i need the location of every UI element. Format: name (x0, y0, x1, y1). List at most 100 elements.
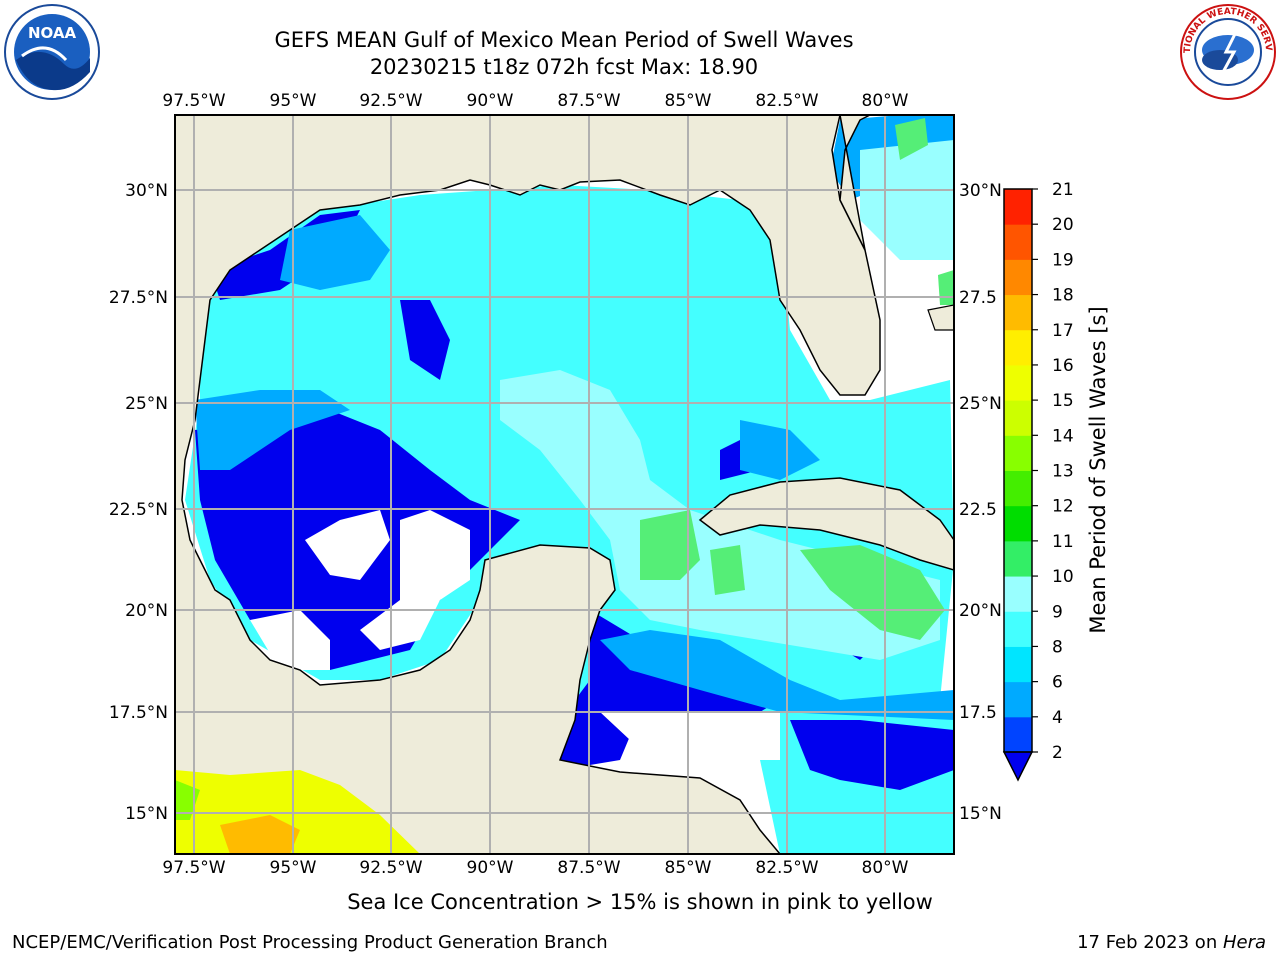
colorbar-tick-label: 15 (1052, 391, 1074, 411)
footer-machine: Hera (1222, 932, 1266, 953)
colorbar-label: Mean Period of Swell Waves [s] (1086, 306, 1110, 634)
colorbar-segment (1004, 259, 1032, 296)
map-gridlines (175, 115, 954, 854)
colorbar-segment (1004, 505, 1032, 542)
colorbar-tick-label: 4 (1052, 708, 1063, 728)
chart-subtitle: 20230215 t18z 072h fcst Max: 18.90 (369, 55, 759, 79)
lat-label-right: 30°N (959, 181, 1002, 201)
lon-label-bottom: 92.5°W (359, 858, 422, 878)
no-data-pocket-2 (360, 510, 470, 650)
swell-region-dark-3 (790, 720, 954, 790)
lon-label-bottom: 82.5°W (755, 858, 818, 878)
colorbar-tick-label: 19 (1052, 250, 1074, 270)
colorbar-tick-label: 12 (1052, 497, 1074, 517)
colorbar-tick-label: 20 (1052, 215, 1074, 235)
lat-label-left: 22.5°N (109, 500, 168, 520)
swell-region-green-3 (800, 545, 945, 640)
colorbar: 2 4 6 8 9 10 11 12 13 14 15 16 17 18 19 20 21 (1002, 180, 1074, 782)
swell-region-dark-5 (400, 300, 450, 380)
lat-label-left: 25°N (125, 394, 168, 414)
swell-region-blue-3 (195, 390, 350, 470)
colorbar-segment (1004, 716, 1032, 753)
lon-label-top: 80°W (862, 91, 909, 111)
lon-label-top: 90°W (467, 91, 514, 111)
colorbar-segment (1004, 681, 1032, 718)
lat-label-left: 15°N (125, 804, 168, 824)
colorbar-segment (1004, 329, 1032, 366)
swell-region-green-1 (640, 510, 700, 580)
lat-labels-left: 30°N 27.5°N 25°N 22.5°N 20°N 17.5°N 15°N (109, 181, 168, 824)
colorbar-extend-triangle (1002, 751, 1034, 782)
lon-label-bottom: 87.5°W (557, 858, 620, 878)
lon-label-bottom: 90°W (467, 858, 514, 878)
lat-label-right: 17.5 (959, 703, 997, 723)
colorbar-segment (1004, 294, 1032, 331)
footer-date: 17 Feb 2023 on Hera (1077, 932, 1266, 953)
colorbar-segment (1004, 224, 1032, 260)
lat-label-left: 27.5°N (109, 288, 168, 308)
swell-region-blue-5 (740, 420, 820, 480)
colorbar-tick-label: 2 (1052, 743, 1063, 763)
lat-label-right: 25°N (959, 394, 1002, 414)
colorbar-tick-label: 17 (1052, 321, 1074, 341)
colorbar-tick-label: 10 (1052, 567, 1074, 587)
svg-text:NOAA: NOAA (28, 24, 77, 42)
lon-label-bottom: 95°W (270, 858, 317, 878)
no-data-pocket-4 (600, 712, 780, 770)
sea-ice-region-inner (220, 815, 300, 854)
colorbar-segment (1004, 364, 1032, 401)
colorbar-tick-label: 11 (1052, 532, 1074, 552)
nws-logo-icon: NATIONAL WEATHER SERVICE (1178, 2, 1276, 100)
noaa-logo-icon: NOAA (4, 4, 100, 100)
colorbar-tick-label: 14 (1052, 426, 1074, 446)
lon-label-top: 82.5°W (755, 91, 818, 111)
lon-labels-bottom: 97.5°W 95°W 92.5°W 90°W 87.5°W 85°W 82.5… (162, 858, 908, 878)
lon-label-bottom: 80°W (862, 858, 909, 878)
colorbar-segment (1004, 470, 1032, 507)
colorbar-tick-label: 6 (1052, 673, 1063, 693)
footer-date-text: 17 Feb 2023 on (1077, 932, 1223, 953)
colorbar-tick-label: 9 (1052, 602, 1063, 622)
lat-label-left: 20°N (125, 601, 168, 621)
lat-labels-right: 30°N 27.5 25°N 22.5 20°N 17.5 15°N (959, 181, 1002, 824)
colorbar-tick-label: 21 (1052, 180, 1074, 200)
lon-label-top: 92.5°W (359, 91, 422, 111)
swell-region-green-5 (938, 270, 954, 305)
colorbar-tick-label: 8 (1052, 637, 1063, 657)
lon-label-top: 95°W (270, 91, 317, 111)
lon-label-top: 87.5°W (557, 91, 620, 111)
colorbar-tick-label: 18 (1052, 286, 1074, 306)
land-cuba (698, 477, 954, 571)
colorbar-tick-label: 16 (1052, 356, 1074, 376)
map-panel (175, 115, 954, 854)
land-florida-east (839, 115, 871, 251)
swell-region-green-4 (895, 118, 928, 160)
lat-label-right: 20°N (959, 601, 1002, 621)
colorbar-segment (1004, 646, 1032, 683)
colorbar-segment (1004, 540, 1032, 577)
colorbar-segment (1004, 576, 1032, 612)
colorbar-segment (1004, 611, 1032, 647)
map-frame (174, 114, 955, 855)
colorbar-segment (1004, 435, 1032, 471)
lat-label-right: 22.5 (959, 500, 997, 520)
lon-label-bottom: 85°W (665, 858, 712, 878)
lon-labels-top: 97.5°W 95°W 92.5°W 90°W 87.5°W 85°W 82.5… (162, 91, 908, 111)
land-bahamas (927, 304, 954, 331)
swell-region-blue-4 (280, 215, 390, 290)
lon-label-top: 85°W (665, 91, 712, 111)
sea-ice-footnote: Sea Ice Concentration > 15% is shown in … (347, 890, 933, 914)
colorbar-segment (1004, 400, 1032, 436)
no-data-pocket-1 (305, 510, 390, 580)
no-data-pocket-3 (250, 610, 330, 670)
lat-label-left: 17.5°N (109, 703, 168, 723)
swell-region-green-2 (710, 545, 745, 595)
chart-title: GEFS MEAN Gulf of Mexico Mean Period of … (274, 28, 854, 52)
lat-label-left: 30°N (125, 181, 168, 201)
colorbar-tick-label: 13 (1052, 462, 1074, 482)
lat-label-right: 27.5 (959, 288, 997, 308)
footer-credit: NCEP/EMC/Verification Post Processing Pr… (12, 932, 608, 953)
lat-label-right: 15°N (959, 804, 1002, 824)
colorbar-segment (1004, 189, 1032, 225)
